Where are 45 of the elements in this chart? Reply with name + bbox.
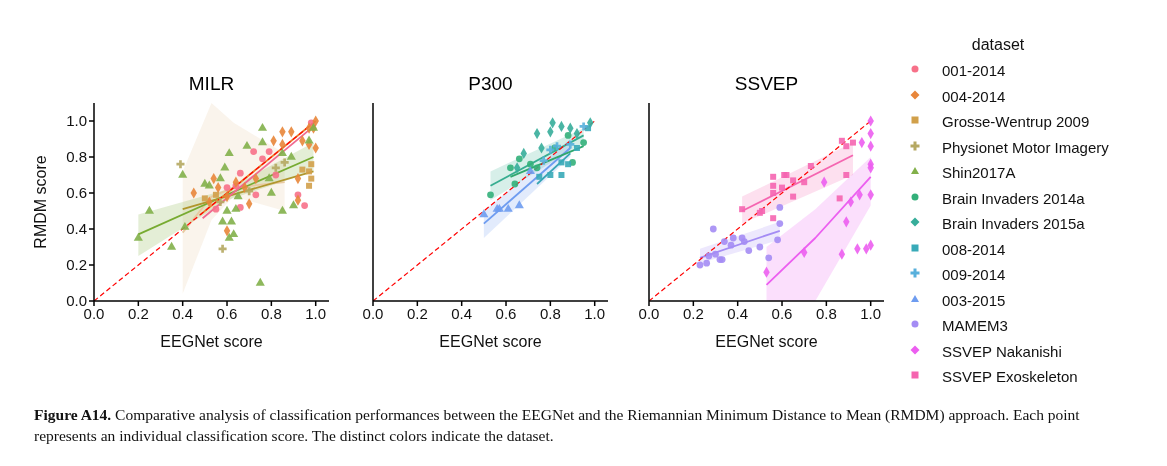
legend-label: Shin2017A	[942, 164, 1016, 182]
legend-label: 001-2014	[942, 62, 1006, 80]
y-axis-title: RMDM score	[31, 155, 49, 249]
x-tick-label: 0.0	[638, 304, 660, 322]
legend-label: SSVEP Exoskeleton	[942, 368, 1078, 386]
y-tick-label: 1.0	[66, 112, 87, 130]
x-tick-label: 0.4	[727, 304, 749, 322]
legend-label: 004-2014	[942, 87, 1006, 105]
legend-label: 003-2015	[942, 291, 1006, 309]
x-tick-label: 0.2	[127, 304, 149, 322]
caption: Figure A14. Comparative analysis of classification performances between the EEGNet and the Riemannian Minimum Distance to Mean (RMDM) approach. Each point represents an individual classification score. The distinct colors indicate the dataset.	[34, 405, 1081, 446]
legend-label: 008-2014	[942, 240, 1006, 258]
chart-title: MILR	[187, 72, 236, 96]
x-tick-label: 0.6	[216, 304, 238, 322]
x-tick-label: 1.0	[584, 304, 606, 322]
legend-label: Brain Invaders 2015a	[942, 215, 1085, 233]
legend-label: Brain Invaders 2014a	[942, 189, 1085, 207]
legend-title: dataset	[970, 36, 1026, 54]
x-axis-title: EEGNet score	[439, 333, 542, 350]
y-tick-label: 0.4	[66, 220, 87, 238]
x-tick-label: 0.8	[815, 304, 837, 322]
x-tick-label: 0.6	[495, 304, 517, 322]
x-tick-label: 0.4	[451, 304, 473, 322]
x-tick-label: 0.4	[172, 304, 194, 322]
chart-title: P300	[467, 72, 514, 96]
legend-label: 009-2014	[942, 266, 1006, 284]
y-tick-label: 0.2	[66, 256, 87, 274]
x-tick-label: 0.2	[406, 304, 428, 322]
legend-label: Physionet Motor Imagery	[942, 138, 1109, 156]
legend-label: SSVEP Nakanishi	[942, 342, 1062, 360]
y-tick-label: 0.8	[66, 148, 87, 166]
y-tick-label: 0.0	[66, 292, 87, 310]
chart-title: SSVEP	[733, 72, 800, 96]
y-tick-label: 0.6	[66, 184, 87, 202]
x-axis-title: EEGNet score	[715, 333, 818, 350]
x-tick-label: 0.2	[682, 304, 704, 322]
x-tick-label: 0.0	[362, 304, 384, 322]
legend-label: MAMEM3	[942, 317, 1008, 335]
x-axis-title: EEGNet score	[160, 333, 263, 350]
x-tick-label: 1.0	[305, 304, 327, 322]
x-tick-label: 0.8	[539, 304, 561, 322]
legend-label: Grosse-Wentrup 2009	[942, 113, 1090, 131]
x-tick-label: 0.8	[260, 304, 282, 322]
x-tick-label: 0.6	[771, 304, 793, 322]
x-tick-label: 1.0	[860, 304, 882, 322]
